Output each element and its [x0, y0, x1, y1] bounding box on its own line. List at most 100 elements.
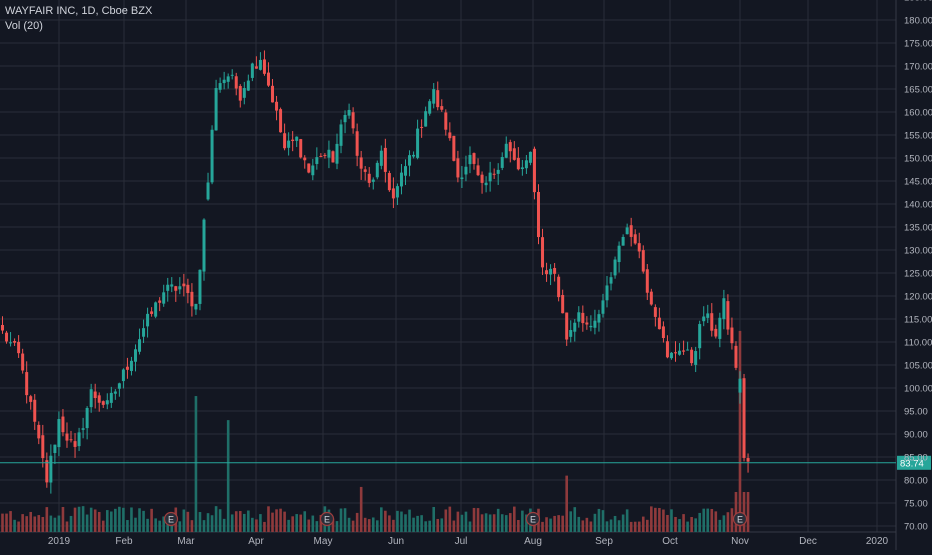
volume-bar	[126, 520, 129, 532]
price-tick-label: 145.00	[904, 177, 932, 188]
candle-body	[218, 83, 222, 90]
volume-bar	[194, 396, 198, 532]
earnings-marker[interactable]: E	[163, 511, 179, 527]
candle-body	[238, 86, 242, 101]
volume-bar	[114, 508, 117, 532]
volume-bar	[480, 514, 484, 532]
volume-bar	[718, 519, 722, 532]
candle-body	[339, 124, 343, 146]
candle-body	[315, 157, 319, 164]
candle-body	[714, 328, 718, 337]
volume-bar	[230, 514, 234, 532]
volume-bar	[698, 512, 701, 532]
volume-bar	[738, 330, 742, 532]
volume-bar	[162, 516, 165, 532]
volume-bar	[670, 509, 673, 532]
candle-body	[279, 109, 283, 133]
volume-bar	[565, 475, 568, 532]
candle-body	[323, 154, 327, 156]
volume-bar	[654, 507, 657, 532]
candle-body	[262, 59, 266, 74]
earnings-marker[interactable]: E	[525, 511, 541, 527]
candle-body	[573, 322, 577, 332]
volume-bar	[9, 511, 12, 532]
candle-body	[524, 160, 528, 169]
candle-body	[359, 157, 363, 169]
volume-bar	[682, 514, 685, 532]
volume-bar	[146, 518, 149, 532]
time-tick-label: Jun	[388, 536, 404, 547]
volume-bar	[335, 521, 339, 532]
volume-bar	[118, 506, 121, 532]
price-tick-label: 175.00	[904, 39, 932, 50]
candle-body	[609, 277, 613, 284]
earnings-marker-circle	[732, 511, 748, 527]
candle-body	[472, 153, 476, 164]
price-tick-label: 135.00	[904, 223, 932, 234]
candle-body	[234, 76, 238, 89]
candle-body	[557, 276, 561, 298]
time-axis[interactable]: 2019 Feb Mar Apr May Jun Jul Aug Sep Oct Nov Dec 202…	[48, 536, 889, 547]
volume-bar	[363, 517, 367, 532]
candle-body	[484, 182, 488, 186]
volume-bar	[694, 518, 697, 532]
candle-body	[726, 301, 730, 330]
volume-bar	[637, 521, 641, 532]
earnings-marker[interactable]: E	[732, 511, 748, 527]
candle-body	[399, 172, 403, 187]
candle-body	[669, 352, 673, 359]
volume-bar	[605, 521, 609, 532]
candle-body	[9, 342, 13, 344]
volume-bar	[190, 520, 194, 532]
volume-bars	[1, 330, 750, 532]
volume-bar	[428, 520, 431, 532]
candle-body	[101, 401, 105, 405]
candle-body	[641, 250, 645, 272]
volume-bar	[440, 518, 444, 532]
candle-body	[444, 112, 448, 130]
earnings-marker-label: E	[168, 515, 174, 525]
volume-bar	[355, 512, 359, 532]
last-price-badge	[897, 455, 931, 470]
candle-body	[230, 74, 234, 76]
candle-body	[117, 383, 121, 389]
candle-body	[186, 284, 190, 294]
volume-bar	[573, 507, 577, 532]
candle-body	[138, 339, 142, 352]
candle-body	[214, 88, 218, 131]
volume-bar	[142, 510, 145, 532]
candle-body	[464, 166, 468, 175]
volume-bar	[218, 509, 222, 532]
volume-bar	[686, 521, 689, 532]
volume-bar	[81, 506, 85, 532]
price-axis[interactable]: 70.00 75.00 80.00 85.00 90.00 95.00 100.00 105.…	[904, 0, 932, 533]
candle-body	[319, 155, 323, 157]
candle-body	[629, 225, 633, 237]
earnings-marker[interactable]: E	[319, 511, 335, 527]
candle-body	[190, 291, 194, 307]
candle-body	[661, 326, 665, 339]
candle-body	[541, 237, 545, 268]
candle-body	[710, 313, 714, 331]
candle-body	[420, 126, 424, 128]
candle-body	[162, 292, 166, 304]
candle-body	[351, 112, 355, 129]
candle-body	[480, 174, 484, 183]
candle-body	[488, 172, 492, 182]
volume-bar	[561, 515, 564, 532]
candle-body	[121, 369, 125, 382]
volume-bar	[412, 517, 415, 532]
candle-body	[45, 460, 49, 483]
chart-legend: WAYFAIR INC, 1D, Cboe BZX Vol (20)	[5, 4, 152, 34]
candle-body	[657, 317, 661, 330]
candle-body	[621, 236, 625, 246]
time-tick-label: Sep	[595, 536, 613, 547]
volume-bar	[375, 520, 379, 532]
candle-body	[674, 352, 678, 354]
candle-body	[432, 89, 436, 104]
candle-body	[295, 136, 299, 141]
candle-body	[363, 169, 367, 172]
